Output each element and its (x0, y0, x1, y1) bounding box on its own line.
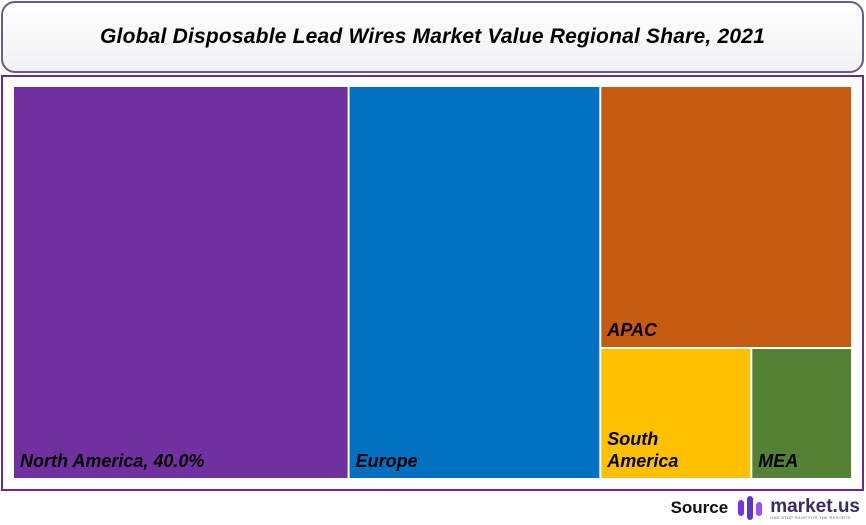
chart-title: Global Disposable Lead Wires Market Valu… (100, 25, 765, 48)
treemap-cell-south-america (601, 349, 751, 478)
source-attribution: Source market.us ONE STOP SHOP FOR THE R… (671, 493, 860, 523)
market-us-logo-icon (738, 496, 763, 520)
market-us-logo: market.us ONE STOP SHOP FOR THE REPORTS (736, 494, 860, 522)
brand-name: market.us (770, 495, 860, 517)
treemap-label-south-america: South America (606, 429, 678, 471)
treemap-cell-mea (752, 349, 851, 478)
treemap-label-mea: MEA (758, 451, 798, 471)
chart-title-box: Global Disposable Lead Wires Market Valu… (1, 1, 864, 73)
treemap-label-north-america: North America, 40.0% (20, 451, 204, 471)
brand-tagline: ONE STOP SHOP FOR THE REPORTS (770, 514, 851, 520)
source-label: Source (670, 498, 729, 517)
treemap-cell-north-america (14, 87, 348, 478)
treemap-label-europe: Europe (356, 451, 418, 471)
treemap-cell-apac (601, 87, 851, 347)
treemap-cell-europe (349, 87, 600, 478)
treemap-label-apac: APAC (606, 320, 658, 340)
